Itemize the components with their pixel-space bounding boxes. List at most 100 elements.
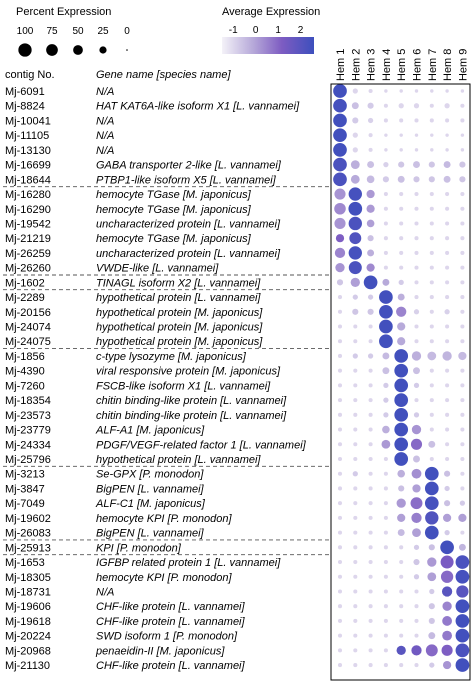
size-legend: 100 75 50 25 0 bbox=[17, 26, 130, 57]
contig-id: Mj-20968 bbox=[5, 645, 51, 657]
expression-dot bbox=[413, 176, 420, 183]
expression-dot bbox=[445, 368, 450, 373]
table-row: Mj-1856 c-type lysozyme [M. japonicus] bbox=[5, 351, 247, 363]
expression-dot bbox=[352, 353, 358, 359]
expression-dot bbox=[337, 515, 343, 520]
expression-dot bbox=[367, 161, 375, 169]
table-row: Mj-19618 CHF-like protein [L. vannamei] bbox=[5, 616, 246, 628]
expression-dot bbox=[337, 353, 343, 358]
gene-column-header: Gene name [species name] bbox=[96, 69, 231, 81]
contig-id: Mj-20156 bbox=[5, 307, 51, 319]
expression-dot bbox=[379, 290, 393, 304]
expression-dot bbox=[445, 89, 449, 93]
contig-id: Mj-19602 bbox=[5, 513, 51, 525]
expression-dot bbox=[399, 574, 404, 579]
expression-dot bbox=[429, 427, 434, 432]
gene-name: N/A bbox=[96, 130, 114, 142]
expression-dot bbox=[353, 501, 358, 506]
expression-dot bbox=[430, 148, 434, 152]
size-legend-label: 50 bbox=[72, 26, 84, 37]
table-row: Mj-11105 N/A bbox=[5, 130, 114, 142]
expression-dot bbox=[334, 188, 346, 200]
expression-dot bbox=[398, 103, 404, 109]
expression-dot bbox=[353, 398, 358, 403]
expression-dot bbox=[414, 339, 419, 344]
expression-dot bbox=[425, 644, 438, 657]
expression-dot bbox=[366, 204, 375, 213]
expression-dot bbox=[413, 455, 420, 463]
gene-name: GABA transporter 2-like [L. vannamei] bbox=[96, 160, 282, 172]
size-legend-dot bbox=[99, 46, 107, 54]
expression-dot bbox=[336, 279, 344, 286]
expression-dot bbox=[349, 232, 362, 245]
expression-dot bbox=[399, 192, 404, 197]
expression-dot bbox=[367, 117, 374, 124]
expression-dot bbox=[383, 397, 389, 403]
cluster-label: Hem 9 bbox=[457, 49, 469, 81]
expression-dot bbox=[368, 515, 373, 520]
expression-dot bbox=[352, 471, 358, 477]
contig-id: Mj-26260 bbox=[5, 263, 51, 275]
expression-dot bbox=[445, 236, 450, 241]
expression-dot bbox=[429, 192, 434, 197]
expression-dot bbox=[441, 644, 453, 656]
expression-dot bbox=[383, 574, 388, 579]
expression-dot bbox=[460, 398, 465, 403]
expression-dot bbox=[337, 633, 343, 638]
expression-dot bbox=[383, 412, 389, 418]
expression-dot bbox=[353, 530, 358, 535]
table-row: Mj-10041 N/A bbox=[5, 115, 114, 127]
table-row: Mj-6091 N/A bbox=[5, 86, 114, 98]
gene-name: chitin binding-like protein [L. vannamei… bbox=[96, 395, 287, 407]
expression-dot bbox=[337, 398, 343, 403]
expression-dot bbox=[399, 633, 404, 638]
expression-dot bbox=[383, 382, 389, 389]
expression-dot bbox=[367, 249, 375, 257]
expression-dot bbox=[444, 309, 450, 315]
expression-dot bbox=[396, 498, 406, 508]
expression-dot bbox=[399, 236, 404, 241]
expression-dot bbox=[368, 648, 373, 653]
expression-dot bbox=[353, 574, 358, 579]
expression-dot bbox=[414, 280, 419, 285]
gene-name: N/A bbox=[96, 86, 114, 98]
dot-grid bbox=[333, 84, 470, 672]
gene-name: PTBP1-like isoform X5 [L. vannamei] bbox=[96, 174, 277, 186]
expression-dot bbox=[350, 160, 360, 169]
expression-dot bbox=[443, 161, 451, 169]
expression-dot bbox=[460, 236, 465, 241]
gene-name: hemocyte TGase [M. japonicus] bbox=[96, 204, 252, 216]
gene-name: uncharacterized protein [L. vannamei] bbox=[96, 248, 281, 260]
expression-dot bbox=[383, 501, 388, 506]
cluster-label: Hem 3 bbox=[366, 49, 378, 81]
gene-name: hypothetical protein [M. japonicus] bbox=[96, 307, 263, 319]
expression-dot bbox=[412, 528, 421, 537]
table-row: Mj-21130 CHF-like protein [L. vannamei] bbox=[5, 660, 246, 672]
expression-dot bbox=[353, 324, 358, 329]
expression-dot bbox=[430, 89, 434, 93]
table-row: Mj-1602 TINAGL isoform X2 [L. vannamei] bbox=[5, 277, 261, 289]
gene-name: PDGF/VEGF-related factor 1 [L. vannamei] bbox=[96, 439, 307, 451]
expression-dot bbox=[383, 456, 388, 462]
table-row: Mj-24334 PDGF/VEGF-related factor 1 [L. v… bbox=[5, 439, 307, 451]
expression-dot bbox=[459, 500, 466, 506]
expression-dot bbox=[398, 485, 405, 492]
expression-dot bbox=[335, 262, 345, 273]
expression-dot bbox=[352, 308, 359, 315]
expression-dot bbox=[333, 128, 347, 142]
gene-name: VWDE-like [L. vannamei] bbox=[96, 263, 219, 275]
expression-dot bbox=[399, 118, 404, 123]
expression-dot bbox=[399, 589, 404, 594]
expression-dot bbox=[382, 425, 390, 434]
cluster-label: Hem 7 bbox=[427, 49, 439, 81]
expression-dot bbox=[337, 663, 343, 668]
expression-dot bbox=[394, 408, 409, 422]
color-legend-tick: 1 bbox=[275, 25, 281, 36]
expression-dot bbox=[442, 616, 452, 626]
expression-dot bbox=[368, 412, 373, 417]
expression-dot bbox=[445, 383, 450, 388]
expression-dot bbox=[445, 192, 450, 197]
expression-dot bbox=[414, 250, 419, 255]
expression-dot bbox=[383, 250, 388, 255]
